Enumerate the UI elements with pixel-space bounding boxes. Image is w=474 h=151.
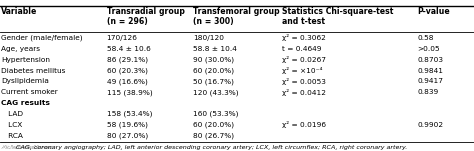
Text: Age, years: Age, years — [1, 46, 40, 52]
Text: χ² = 0.0053: χ² = 0.0053 — [282, 78, 326, 85]
Text: Hypertension: Hypertension — [1, 57, 50, 63]
Text: Variable: Variable — [1, 7, 37, 16]
Text: 90 (30.0%): 90 (30.0%) — [193, 56, 235, 63]
Text: 0.9841: 0.9841 — [417, 67, 443, 74]
Text: >0.05: >0.05 — [417, 46, 440, 52]
Text: 0.8703: 0.8703 — [417, 57, 443, 63]
Text: 0.9417: 0.9417 — [417, 78, 443, 84]
Text: 49 (16.6%): 49 (16.6%) — [107, 78, 147, 85]
Text: RCA: RCA — [1, 133, 23, 139]
Text: Diabetes mellitus: Diabetes mellitus — [1, 67, 65, 74]
Text: 86 (29.1%): 86 (29.1%) — [107, 56, 148, 63]
Text: Current smoker: Current smoker — [1, 89, 58, 95]
Text: Transfemoral group
(n = 300): Transfemoral group (n = 300) — [193, 7, 280, 26]
Text: 170/126: 170/126 — [107, 35, 137, 41]
Text: LAD: LAD — [1, 111, 23, 117]
Text: P-value: P-value — [417, 7, 450, 16]
Text: Gender (male/female): Gender (male/female) — [1, 35, 82, 41]
Text: Transradial group
(n = 296): Transradial group (n = 296) — [107, 7, 184, 26]
Text: 0.58: 0.58 — [417, 35, 434, 41]
Text: 58 (19.6%): 58 (19.6%) — [107, 122, 147, 128]
Text: Abbreviations:: Abbreviations: — [1, 145, 53, 150]
Text: 50 (16.7%): 50 (16.7%) — [193, 78, 234, 85]
Text: Statistics Chi-square-test
and t-test: Statistics Chi-square-test and t-test — [282, 7, 393, 26]
Text: t = 0.4649: t = 0.4649 — [282, 46, 321, 52]
Text: 115 (38.9%): 115 (38.9%) — [107, 89, 153, 96]
Text: χ² = 0.0196: χ² = 0.0196 — [282, 121, 326, 128]
Text: χ² = 0.0412: χ² = 0.0412 — [282, 89, 326, 96]
Text: 0.9902: 0.9902 — [417, 122, 443, 128]
Text: 80 (27.0%): 80 (27.0%) — [107, 132, 148, 139]
Text: χ² = 0.3062: χ² = 0.3062 — [282, 34, 326, 41]
Text: CAG results: CAG results — [1, 100, 50, 106]
Text: 58.4 ± 10.6: 58.4 ± 10.6 — [107, 46, 150, 52]
Text: Abbreviations:: Abbreviations: — [1, 145, 53, 150]
Text: 180/120: 180/120 — [193, 35, 224, 41]
Text: CAG, coronary angiography; LAD, left anterior descending coronary artery; LCX, l: CAG, coronary angiography; LAD, left ant… — [14, 145, 407, 150]
Text: 0.839: 0.839 — [417, 89, 438, 95]
Text: 60 (20.0%): 60 (20.0%) — [193, 122, 235, 128]
Text: 58.8 ± 10.4: 58.8 ± 10.4 — [193, 46, 237, 52]
Text: 80 (26.7%): 80 (26.7%) — [193, 132, 235, 139]
Text: 160 (53.3%): 160 (53.3%) — [193, 111, 239, 117]
Text: χ² = 0.0267: χ² = 0.0267 — [282, 56, 326, 63]
Text: 60 (20.0%): 60 (20.0%) — [193, 67, 235, 74]
Text: 60 (20.3%): 60 (20.3%) — [107, 67, 147, 74]
Text: LCX: LCX — [1, 122, 22, 128]
Text: 158 (53.4%): 158 (53.4%) — [107, 111, 152, 117]
Text: χ² = ×10⁻⁴: χ² = ×10⁻⁴ — [282, 67, 322, 74]
Text: Dyslipidemia: Dyslipidemia — [1, 78, 49, 84]
Text: 120 (43.3%): 120 (43.3%) — [193, 89, 239, 96]
